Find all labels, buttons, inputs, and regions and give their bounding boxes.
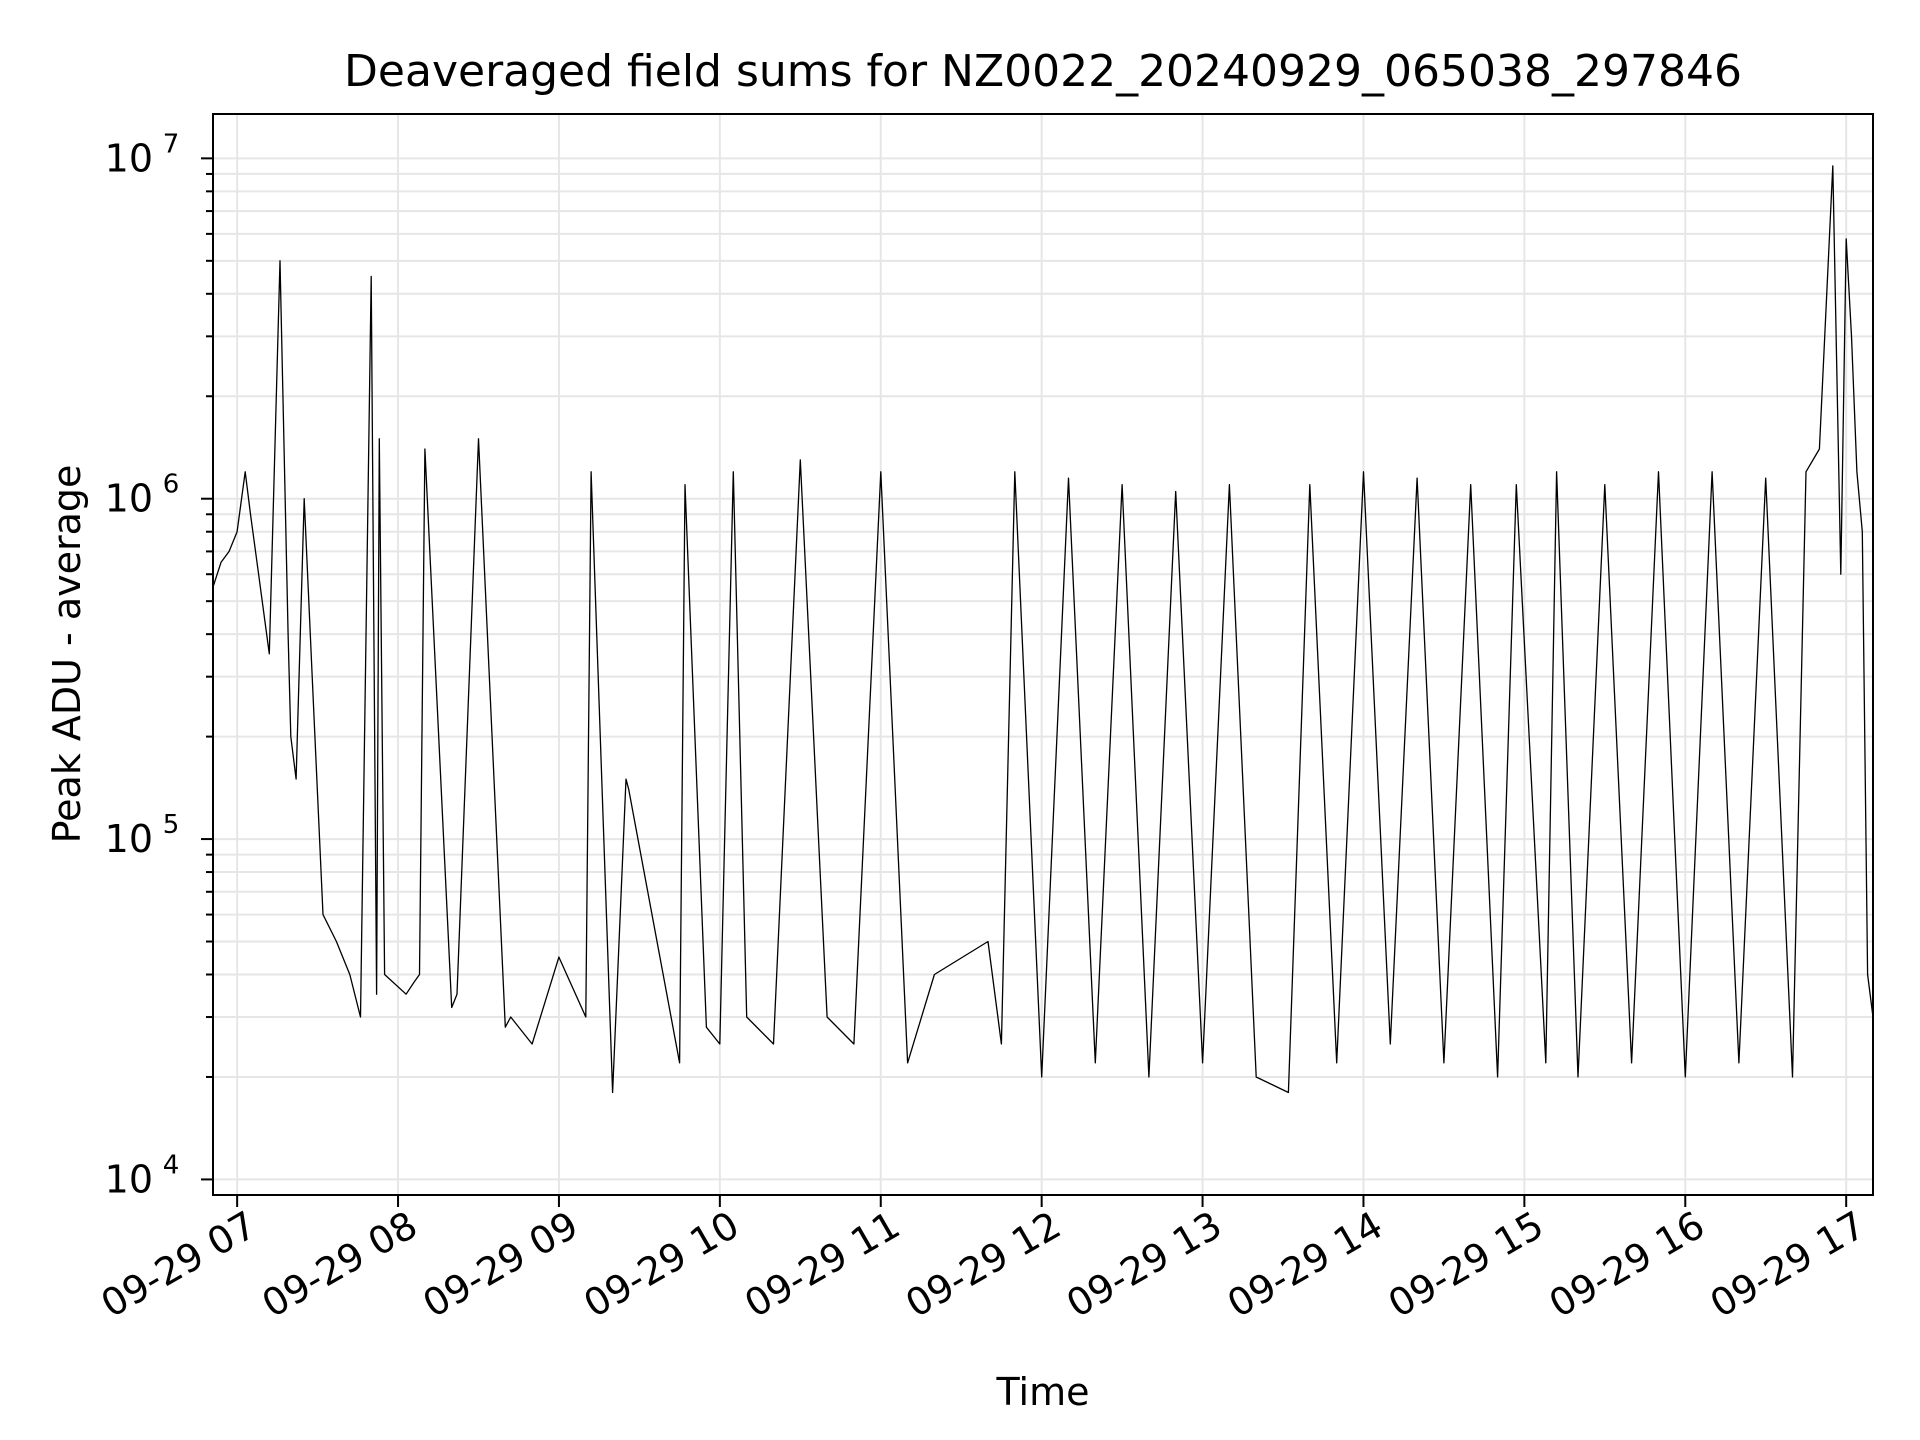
x-axis-label: Time — [996, 1370, 1090, 1414]
plot-frame — [212, 113, 1874, 1196]
x-tick-label: 09-29 10 — [576, 1203, 746, 1327]
y-tick-exponent: 6 — [163, 470, 180, 500]
x-tick-label: 09-29 14 — [1220, 1203, 1390, 1327]
y-tick-label: 10 — [105, 477, 153, 521]
y-ticks: 10 4 10 5 10 6 10 7 — [105, 129, 213, 1201]
series-line — [212, 165, 1874, 1094]
x-tick-label: 09-29 17 — [1703, 1203, 1873, 1327]
y-axis-label: Peak ADU - average — [45, 465, 89, 844]
x-tick-label: 09-29 16 — [1542, 1203, 1712, 1327]
x-tick-label: 09-29 08 — [255, 1203, 425, 1327]
chart-title: Deaveraged field sums for NZ0022_2024092… — [344, 46, 1742, 97]
x-tick-label: 09-29 09 — [415, 1203, 585, 1327]
x-tick-label: 09-29 11 — [737, 1203, 907, 1327]
x-tick-label: 09-29 15 — [1381, 1203, 1551, 1327]
x-tick-label: 09-29 07 — [94, 1203, 264, 1327]
grid — [213, 114, 1873, 1195]
y-tick-exponent: 4 — [163, 1150, 180, 1180]
y-tick-exponent: 5 — [163, 810, 180, 840]
y-tick-label: 10 — [105, 817, 153, 861]
x-tick-label: 09-29 12 — [898, 1203, 1068, 1327]
y-tick-exponent: 7 — [163, 129, 180, 159]
y-tick-label: 10 — [105, 1157, 153, 1201]
y-tick-label: 10 — [105, 136, 153, 180]
x-tick-label: 09-29 13 — [1059, 1203, 1229, 1327]
